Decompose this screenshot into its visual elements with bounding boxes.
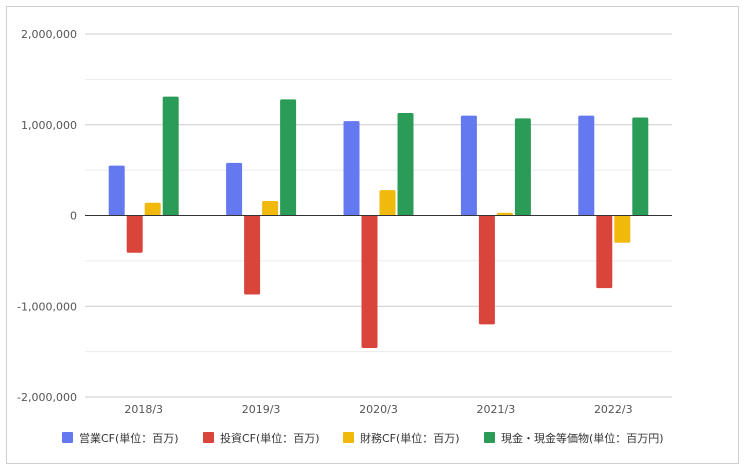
legend-swatch <box>203 432 214 443</box>
legend-swatch <box>343 432 354 443</box>
bar <box>478 215 495 325</box>
bar <box>578 115 595 216</box>
bar <box>343 121 360 216</box>
legend-item[interactable]: 財務CF(単位：百万) <box>343 431 460 445</box>
legend-label: 営業CF(単位：百万) <box>79 431 179 445</box>
bar <box>596 215 613 289</box>
y-axis-ticks: 2,000,000 1,000,000 0 -1,000,000 -2,000,000 <box>17 28 77 404</box>
bar <box>162 96 179 216</box>
bar <box>397 112 414 216</box>
y-tick-label: 0 <box>70 210 77 223</box>
legend[interactable]: 営業CF(単位：百万) 投資CF(単位：百万) 財務CF(単位：百万) 現金・現金等価… <box>62 431 664 445</box>
bar <box>126 215 143 253</box>
y-tick-label: 2,000,000 <box>21 28 77 41</box>
legend-swatch <box>484 432 495 443</box>
bar <box>144 202 161 216</box>
bars <box>108 96 649 348</box>
bar <box>514 118 531 216</box>
legend-item[interactable]: 営業CF(単位：百万) <box>62 431 179 445</box>
legend-swatch <box>62 432 73 443</box>
x-tick-label: 2019/3 <box>242 403 281 416</box>
y-tick-label: -1,000,000 <box>17 300 77 313</box>
y-tick-label: -2,000,000 <box>17 391 77 404</box>
bar <box>496 212 513 216</box>
x-tick-label: 2018/3 <box>124 403 163 416</box>
legend-item[interactable]: 投資CF(単位：百万) <box>203 431 320 445</box>
bar <box>244 215 261 295</box>
gridlines <box>85 33 672 398</box>
legend-item[interactable]: 現金・現金等価物(単位：百万円) <box>484 431 664 445</box>
legend-label: 投資CF(単位：百万) <box>220 431 320 445</box>
bar <box>614 215 631 243</box>
legend-label: 財務CF(単位：百万) <box>360 431 460 445</box>
bar <box>379 190 396 216</box>
x-tick-label: 2020/3 <box>359 403 398 416</box>
x-tick-label: 2021/3 <box>477 403 516 416</box>
bar <box>361 215 378 348</box>
bar <box>226 162 243 216</box>
bar <box>632 117 649 216</box>
x-tick-label: 2022/3 <box>594 403 633 416</box>
bar <box>280 99 297 216</box>
legend-label: 現金・現金等価物(単位：百万円) <box>501 431 664 445</box>
x-axis-ticks: 2018/3 2019/3 2020/3 2021/3 2022/3 <box>124 403 632 416</box>
bar <box>460 115 477 216</box>
y-tick-label: 1,000,000 <box>21 119 77 132</box>
bar <box>108 165 125 216</box>
bar <box>262 200 279 216</box>
